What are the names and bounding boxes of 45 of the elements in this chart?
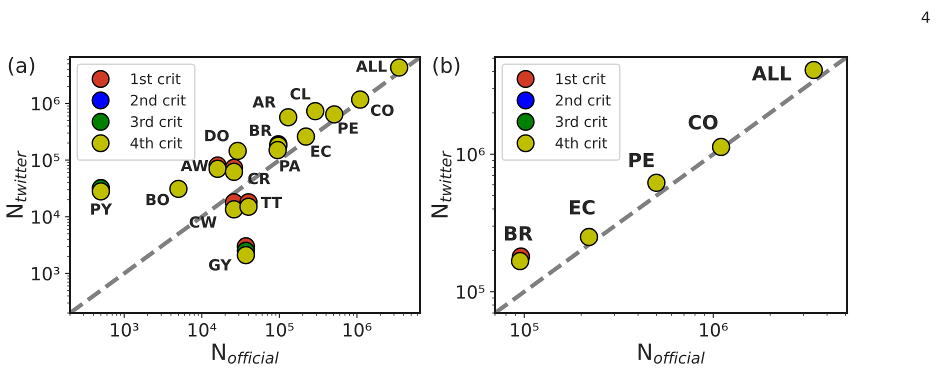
legend-label: 1st crit	[131, 73, 180, 84]
y-tick-label: 10³	[32, 266, 60, 281]
annotation: PA	[280, 160, 300, 172]
text: (a)	[8, 57, 34, 76]
legend-label: 4th crit	[556, 137, 608, 149]
legend-label: 4th crit	[130, 137, 182, 149]
annotation: EC	[311, 145, 331, 158]
y-tick-label: 10⁴	[32, 210, 60, 224]
x-tick-label: 10⁵	[511, 323, 539, 337]
legend-label: 1st crit	[556, 73, 606, 84]
legend-label: 2nd crit	[556, 94, 611, 106]
legend-label: 2nd crit	[130, 94, 186, 106]
x-tick-label: 10³	[111, 323, 138, 337]
annotation: PE	[338, 122, 358, 134]
y-axis-title: N$_{twitter}$	[431, 150, 452, 218]
x-tick-label: 10⁴	[188, 323, 216, 337]
annotation: ALL	[752, 66, 792, 80]
annotation: ALL	[356, 60, 387, 72]
annotation: BR	[250, 124, 272, 136]
annotation: CO	[370, 104, 394, 116]
x-axis-title: N$_{official}$	[638, 344, 705, 364]
annotation: BR	[504, 226, 533, 240]
x-tick-label: 10⁵	[266, 323, 294, 337]
x-tick-label: 10⁶	[700, 323, 728, 337]
legend-label: 3rd crit	[130, 116, 182, 128]
annotation: PE	[629, 152, 654, 168]
y-tick-label: 10⁶	[32, 96, 60, 111]
annotation: CO	[688, 114, 718, 130]
legend-label: 3rd crit	[556, 116, 608, 128]
annotation: TT	[260, 196, 282, 208]
annotation: CL	[290, 88, 310, 100]
y-tick-label: 10⁵	[32, 154, 60, 168]
y-axis-title: N$_{twitter}$	[6, 150, 27, 218]
annotation: BO	[146, 194, 169, 206]
text: (b)	[433, 57, 460, 76]
annotation: CW	[190, 216, 217, 228]
x-tick-label: 10⁶	[344, 323, 372, 337]
annotation: AR	[252, 96, 276, 108]
annotation: EC	[570, 200, 595, 215]
x-axis-title: N$_{official}$	[212, 344, 279, 364]
annotation: DO	[205, 130, 229, 142]
annotation: PY	[91, 203, 112, 215]
annotation: GY	[209, 259, 232, 271]
text: 4	[922, 12, 930, 23]
annotation: AW	[180, 160, 208, 172]
